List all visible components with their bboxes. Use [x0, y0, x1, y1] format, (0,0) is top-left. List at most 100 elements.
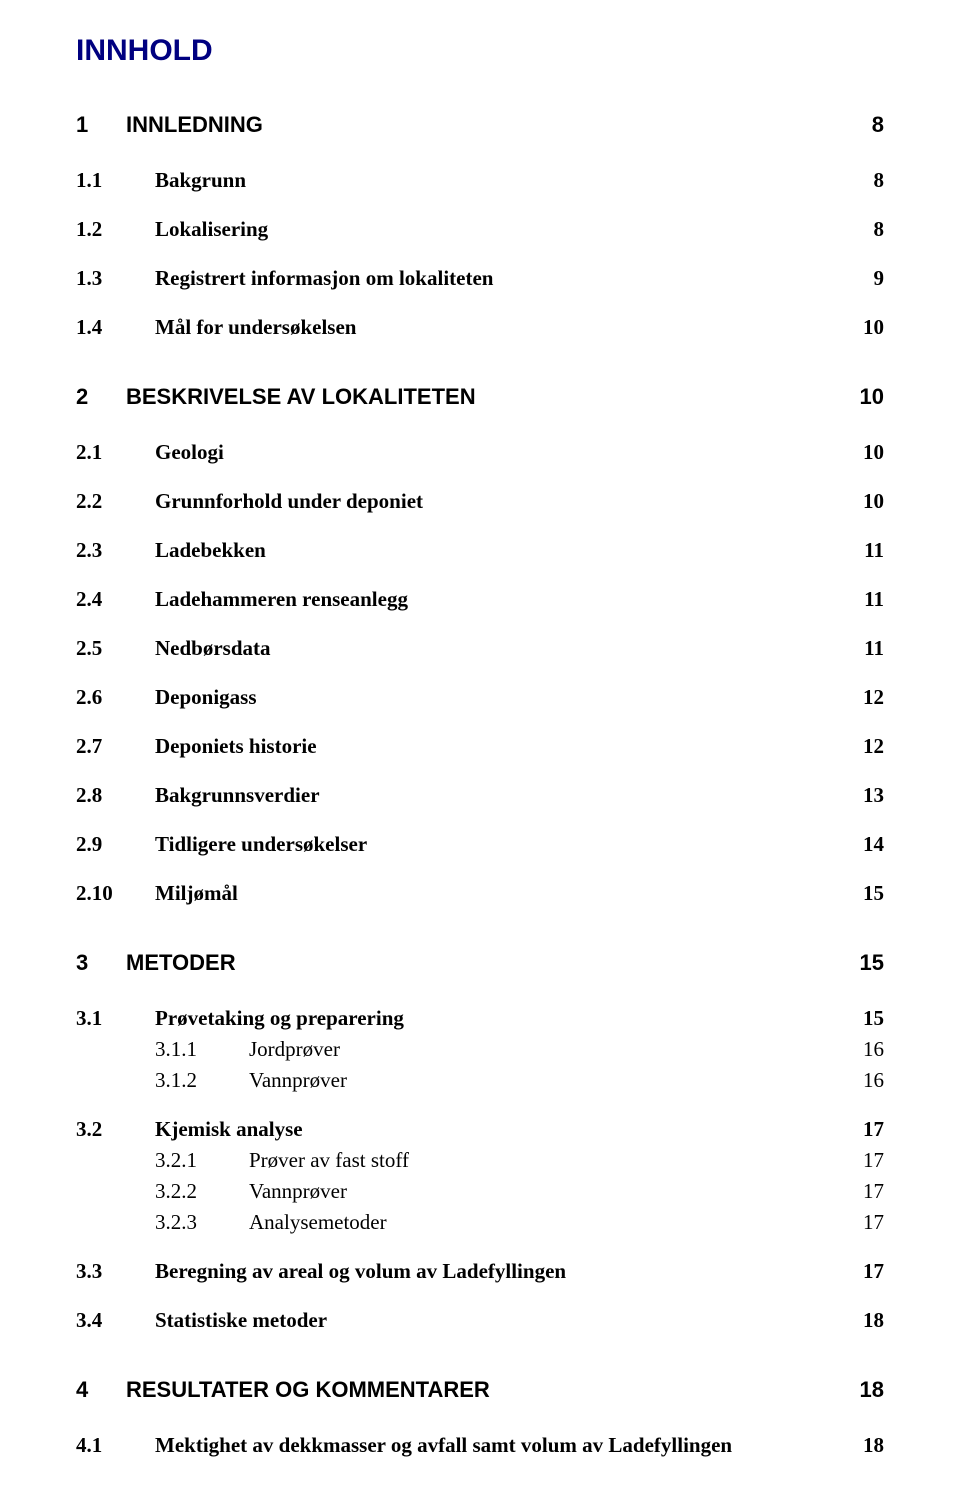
toc-entry-number: 2.5: [76, 636, 155, 661]
toc-entry-label: Registrert informasjon om lokaliteten: [155, 266, 493, 291]
toc-entry-subsection: 3.3Beregning av areal og volum av Ladefy…: [76, 1259, 884, 1284]
toc-entry-page: 18: [863, 1433, 884, 1458]
toc-entry-section: 1INNLEDNING8: [76, 112, 884, 138]
toc-entry-left: 3.3Beregning av areal og volum av Ladefy…: [76, 1259, 566, 1284]
toc-entry-page: 17: [863, 1117, 884, 1142]
toc-entry-label: RESULTATER OG KOMMENTARER: [126, 1377, 490, 1403]
toc-entry-number: 1.4: [76, 315, 155, 340]
toc-entry-page: 8: [874, 168, 885, 193]
toc-entry-subsection: 2.7Deponiets historie 12: [76, 734, 884, 759]
toc-entry-page: 11: [864, 587, 884, 612]
toc-entry-section: 2BESKRIVELSE AV LOKALITETEN 10: [76, 384, 884, 410]
toc-entry-page: 17: [863, 1210, 884, 1235]
toc-entry-number: 3.2: [76, 1117, 155, 1142]
toc-entry-label: Ladebekken: [155, 538, 266, 563]
toc-entry-label: Prøvetaking og preparering: [155, 1006, 404, 1031]
toc-entry-label: Deponiets historie: [155, 734, 317, 759]
toc-entry-label: Jordprøver: [249, 1037, 340, 1062]
toc-entry-label: Vannprøver: [249, 1179, 347, 1204]
toc-entry-subsection: 2.10Miljømål 15: [76, 881, 884, 906]
toc-entry-left: 2.8Bakgrunnsverdier: [76, 783, 320, 808]
toc-entry-page: 14: [863, 832, 884, 857]
toc-entry-label: Vannprøver: [249, 1068, 347, 1093]
toc-entry-left: 4RESULTATER OG KOMMENTARER: [76, 1377, 490, 1403]
toc-entry-left: 2.5Nedbørsdata: [76, 636, 271, 661]
toc-entry-number: 2.7: [76, 734, 155, 759]
toc-entry-label: Miljømål: [155, 881, 238, 906]
toc-entry-left: 3.2.3Analysemetoder: [76, 1210, 387, 1235]
toc-entry-label: Prøver av fast stoff: [249, 1148, 409, 1173]
toc-entry-page: 10: [860, 384, 884, 410]
toc-entry-page: 10: [863, 489, 884, 514]
toc-entry-page: 10: [863, 315, 884, 340]
toc-entry-label: Analysemetoder: [249, 1210, 387, 1235]
toc-entry-subsubsection: 3.1.2Vannprøver 16: [76, 1068, 884, 1093]
toc-entry-page: 9: [874, 266, 885, 291]
toc-entry-number: 2.1: [76, 440, 155, 465]
toc-entry-left: 4.1Mektighet av dekkmasser og avfall sam…: [76, 1433, 732, 1458]
toc-entry-left: 2.4Ladehammeren renseanlegg: [76, 587, 408, 612]
toc-entry-left: 3.1.2Vannprøver: [76, 1068, 347, 1093]
toc-entry-label: Nedbørsdata: [155, 636, 271, 661]
toc-entry-subsubsection: 3.1.1Jordprøver16: [76, 1037, 884, 1062]
toc-entry-left: 1.3Registrert informasjon om lokaliteten: [76, 266, 493, 291]
toc-entry-number: 3.2.2: [155, 1179, 249, 1204]
toc-entry-left: 3.1.1Jordprøver: [76, 1037, 340, 1062]
toc-entry-number: 3.1.2: [155, 1068, 249, 1093]
toc-entry-label: Tidligere undersøkelser: [155, 832, 367, 857]
toc-entry-number: 2.9: [76, 832, 155, 857]
toc-entry-page: 15: [860, 950, 884, 976]
toc-entry-number: 3.4: [76, 1308, 155, 1333]
toc-entry-number: 2.6: [76, 685, 155, 710]
toc-entry-subsubsection: 3.2.2Vannprøver 17: [76, 1179, 884, 1204]
toc-entry-page: 11: [864, 636, 884, 661]
toc-entry-page: 15: [863, 881, 884, 906]
toc-entry-subsection: 1.4Mål for undersøkelsen 10: [76, 315, 884, 340]
toc-entry-page: 13: [863, 783, 884, 808]
toc-entry-left: 3METODER: [76, 950, 236, 976]
toc-entry-label: Ladehammeren renseanlegg: [155, 587, 408, 612]
toc-entry-subsection: 2.2Grunnforhold under deponiet10: [76, 489, 884, 514]
toc-entry-label: Bakgrunnsverdier: [155, 783, 320, 808]
toc-entry-label: BESKRIVELSE AV LOKALITETEN: [126, 384, 476, 410]
toc-entry-page: 11: [864, 538, 884, 563]
toc-entry-page: 10: [863, 440, 884, 465]
toc-entry-subsection: 3.4Statistiske metoder 18: [76, 1308, 884, 1333]
toc-entry-number: 1.1: [76, 168, 155, 193]
toc-entry-page: 17: [863, 1179, 884, 1204]
toc-entry-subsection: 2.9Tidligere undersøkelser 14: [76, 832, 884, 857]
toc-entry-subsubsection: 3.2.3Analysemetoder 17: [76, 1210, 884, 1235]
toc-entry-number: 3.2.1: [155, 1148, 249, 1173]
toc-entry-left: 1.1Bakgrunn: [76, 168, 246, 193]
toc-entry-page: 17: [863, 1148, 884, 1173]
toc-entry-subsection: 2.6Deponigass12: [76, 685, 884, 710]
toc-entry-page: 12: [863, 734, 884, 759]
toc-entry-number: 1.3: [76, 266, 155, 291]
toc-entry-label: Deponigass: [155, 685, 257, 710]
toc-entry-page: 16: [863, 1068, 884, 1093]
toc-entry-section: 4RESULTATER OG KOMMENTARER18: [76, 1377, 884, 1403]
toc-entry-left: 3.2.2Vannprøver: [76, 1179, 347, 1204]
toc-entry-label: Beregning av areal og volum av Ladefylli…: [155, 1259, 566, 1284]
toc-entry-subsection: 2.3Ladebekken11: [76, 538, 884, 563]
toc-entry-number: 1: [76, 112, 126, 138]
toc-entry-subsection: 2.8Bakgrunnsverdier 13: [76, 783, 884, 808]
toc-entry-page: 18: [863, 1308, 884, 1333]
toc-entry-subsection: 3.2Kjemisk analyse 17: [76, 1117, 884, 1142]
toc-entry-number: 2.10: [76, 881, 155, 906]
toc-entry-subsection: 2.4Ladehammeren renseanlegg 11: [76, 587, 884, 612]
toc-entry-subsubsection: 3.2.1Prøver av fast stoff 17: [76, 1148, 884, 1173]
toc-entry-page: 17: [863, 1259, 884, 1284]
toc-entry-section: 3METODER 15: [76, 950, 884, 976]
toc-entry-number: 3.1: [76, 1006, 155, 1031]
toc-entry-left: 3.4Statistiske metoder: [76, 1308, 327, 1333]
toc-entry-label: Geologi: [155, 440, 224, 465]
toc-entry-number: 2: [76, 384, 126, 410]
toc-entry-left: 2.7Deponiets historie: [76, 734, 317, 759]
toc-entry-left: 1.4Mål for undersøkelsen: [76, 315, 356, 340]
toc-entry-number: 4: [76, 1377, 126, 1403]
toc-entry-subsection: 4.1Mektighet av dekkmasser og avfall sam…: [76, 1433, 884, 1458]
toc-entry-left: 3.2Kjemisk analyse: [76, 1117, 303, 1142]
toc-entry-number: 2.4: [76, 587, 155, 612]
toc-entry-number: 1.2: [76, 217, 155, 242]
